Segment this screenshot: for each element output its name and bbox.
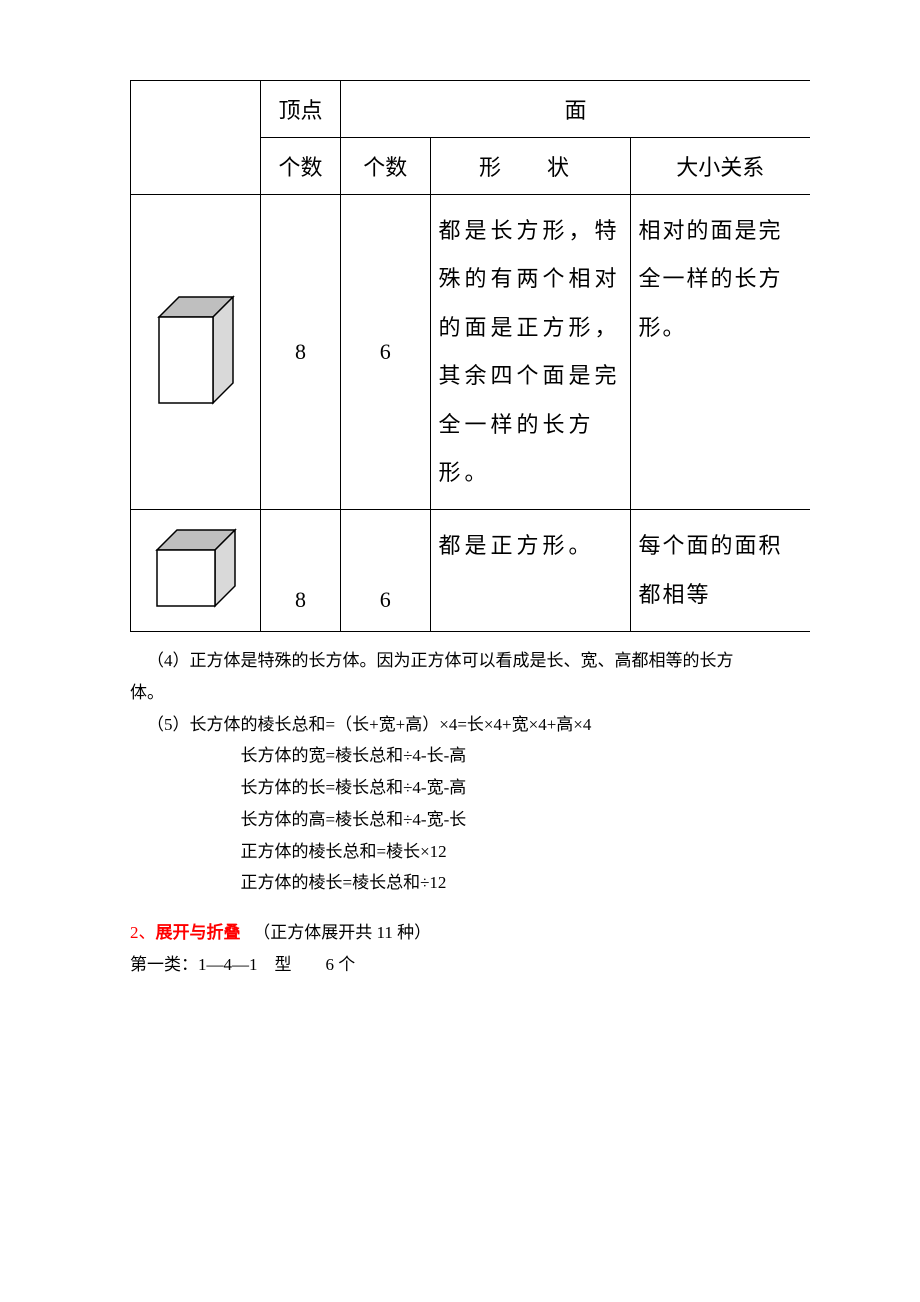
cube-vertex-count: 8: [261, 510, 341, 632]
subheader-face-shape: 形 状: [430, 138, 630, 195]
formula-line: 长方体的长=棱长总和÷4-宽-高: [130, 773, 810, 803]
section-2-rest: （正方体展开共 11 种）: [241, 923, 432, 942]
body-text-block: （4）正方体是特殊的长方体。因为正方体可以看成是长、宽、高都相等的长方 体。 （…: [130, 646, 810, 980]
paragraph-4-line2: 体。: [130, 678, 810, 708]
cuboid-icon: [153, 291, 239, 407]
header-vertex: 顶点: [261, 81, 341, 138]
cuboid-shape-desc: 都是长方形，特殊的有两个相对的面是正方形，其余四个面是完全一样的长方形。: [430, 195, 630, 510]
formula-line: 长方体的高=棱长总和÷4-宽-长: [130, 805, 810, 835]
cube-shape-desc: 都是正方形。: [430, 510, 630, 632]
cuboid-size-rel: 相对的面是完全一样的长方形。: [630, 195, 810, 510]
cube-image-cell: [131, 510, 261, 632]
formula-line: 正方体的棱长=棱长总和÷12: [130, 868, 810, 898]
cuboid-face-count: 6: [341, 195, 431, 510]
header-empty: [131, 81, 261, 195]
paragraph-4-line1: （4）正方体是特殊的长方体。因为正方体可以看成是长、宽、高都相等的长方: [130, 646, 810, 676]
cube-face-count: 6: [341, 510, 431, 632]
formula-line: 长方体的宽=棱长总和÷4-长-高: [130, 741, 810, 771]
cube-icon: [151, 526, 241, 610]
cuboid-vertex-count: 8: [261, 195, 341, 510]
class-1-line: 第一类：1—4—1 型 6 个: [130, 950, 810, 980]
cube-size-rel: 每个面的面积都相等: [630, 510, 810, 632]
section-2-number: 2、: [130, 923, 156, 942]
table-row: 8 6 都是正方形。 每个面的面积都相等: [131, 510, 811, 632]
paragraph-5: （5）长方体的棱长总和=（长+宽+高）×4=长×4+宽×4+高×4: [130, 710, 810, 740]
section-2-heading: 2、展开与折叠 （正方体展开共 11 种）: [130, 918, 810, 948]
table-row: 8 6 都是长方形，特殊的有两个相对的面是正方形，其余四个面是完全一样的长方形。…: [131, 195, 811, 510]
formula-line: 正方体的棱长总和=棱长×12: [130, 837, 810, 867]
subheader-face-count: 个数: [341, 138, 431, 195]
section-2-title: 展开与折叠: [156, 923, 241, 942]
shape-header-text: 形 状: [479, 155, 581, 180]
geometry-properties-table: 顶点 面 个数 个数 形 状 大小关系 8 6 都是长方形，特殊的有两个相对的面…: [130, 80, 810, 632]
subheader-size-rel: 大小关系: [630, 138, 810, 195]
subheader-vertex-count: 个数: [261, 138, 341, 195]
cuboid-image-cell: [131, 195, 261, 510]
header-face: 面: [341, 81, 811, 138]
